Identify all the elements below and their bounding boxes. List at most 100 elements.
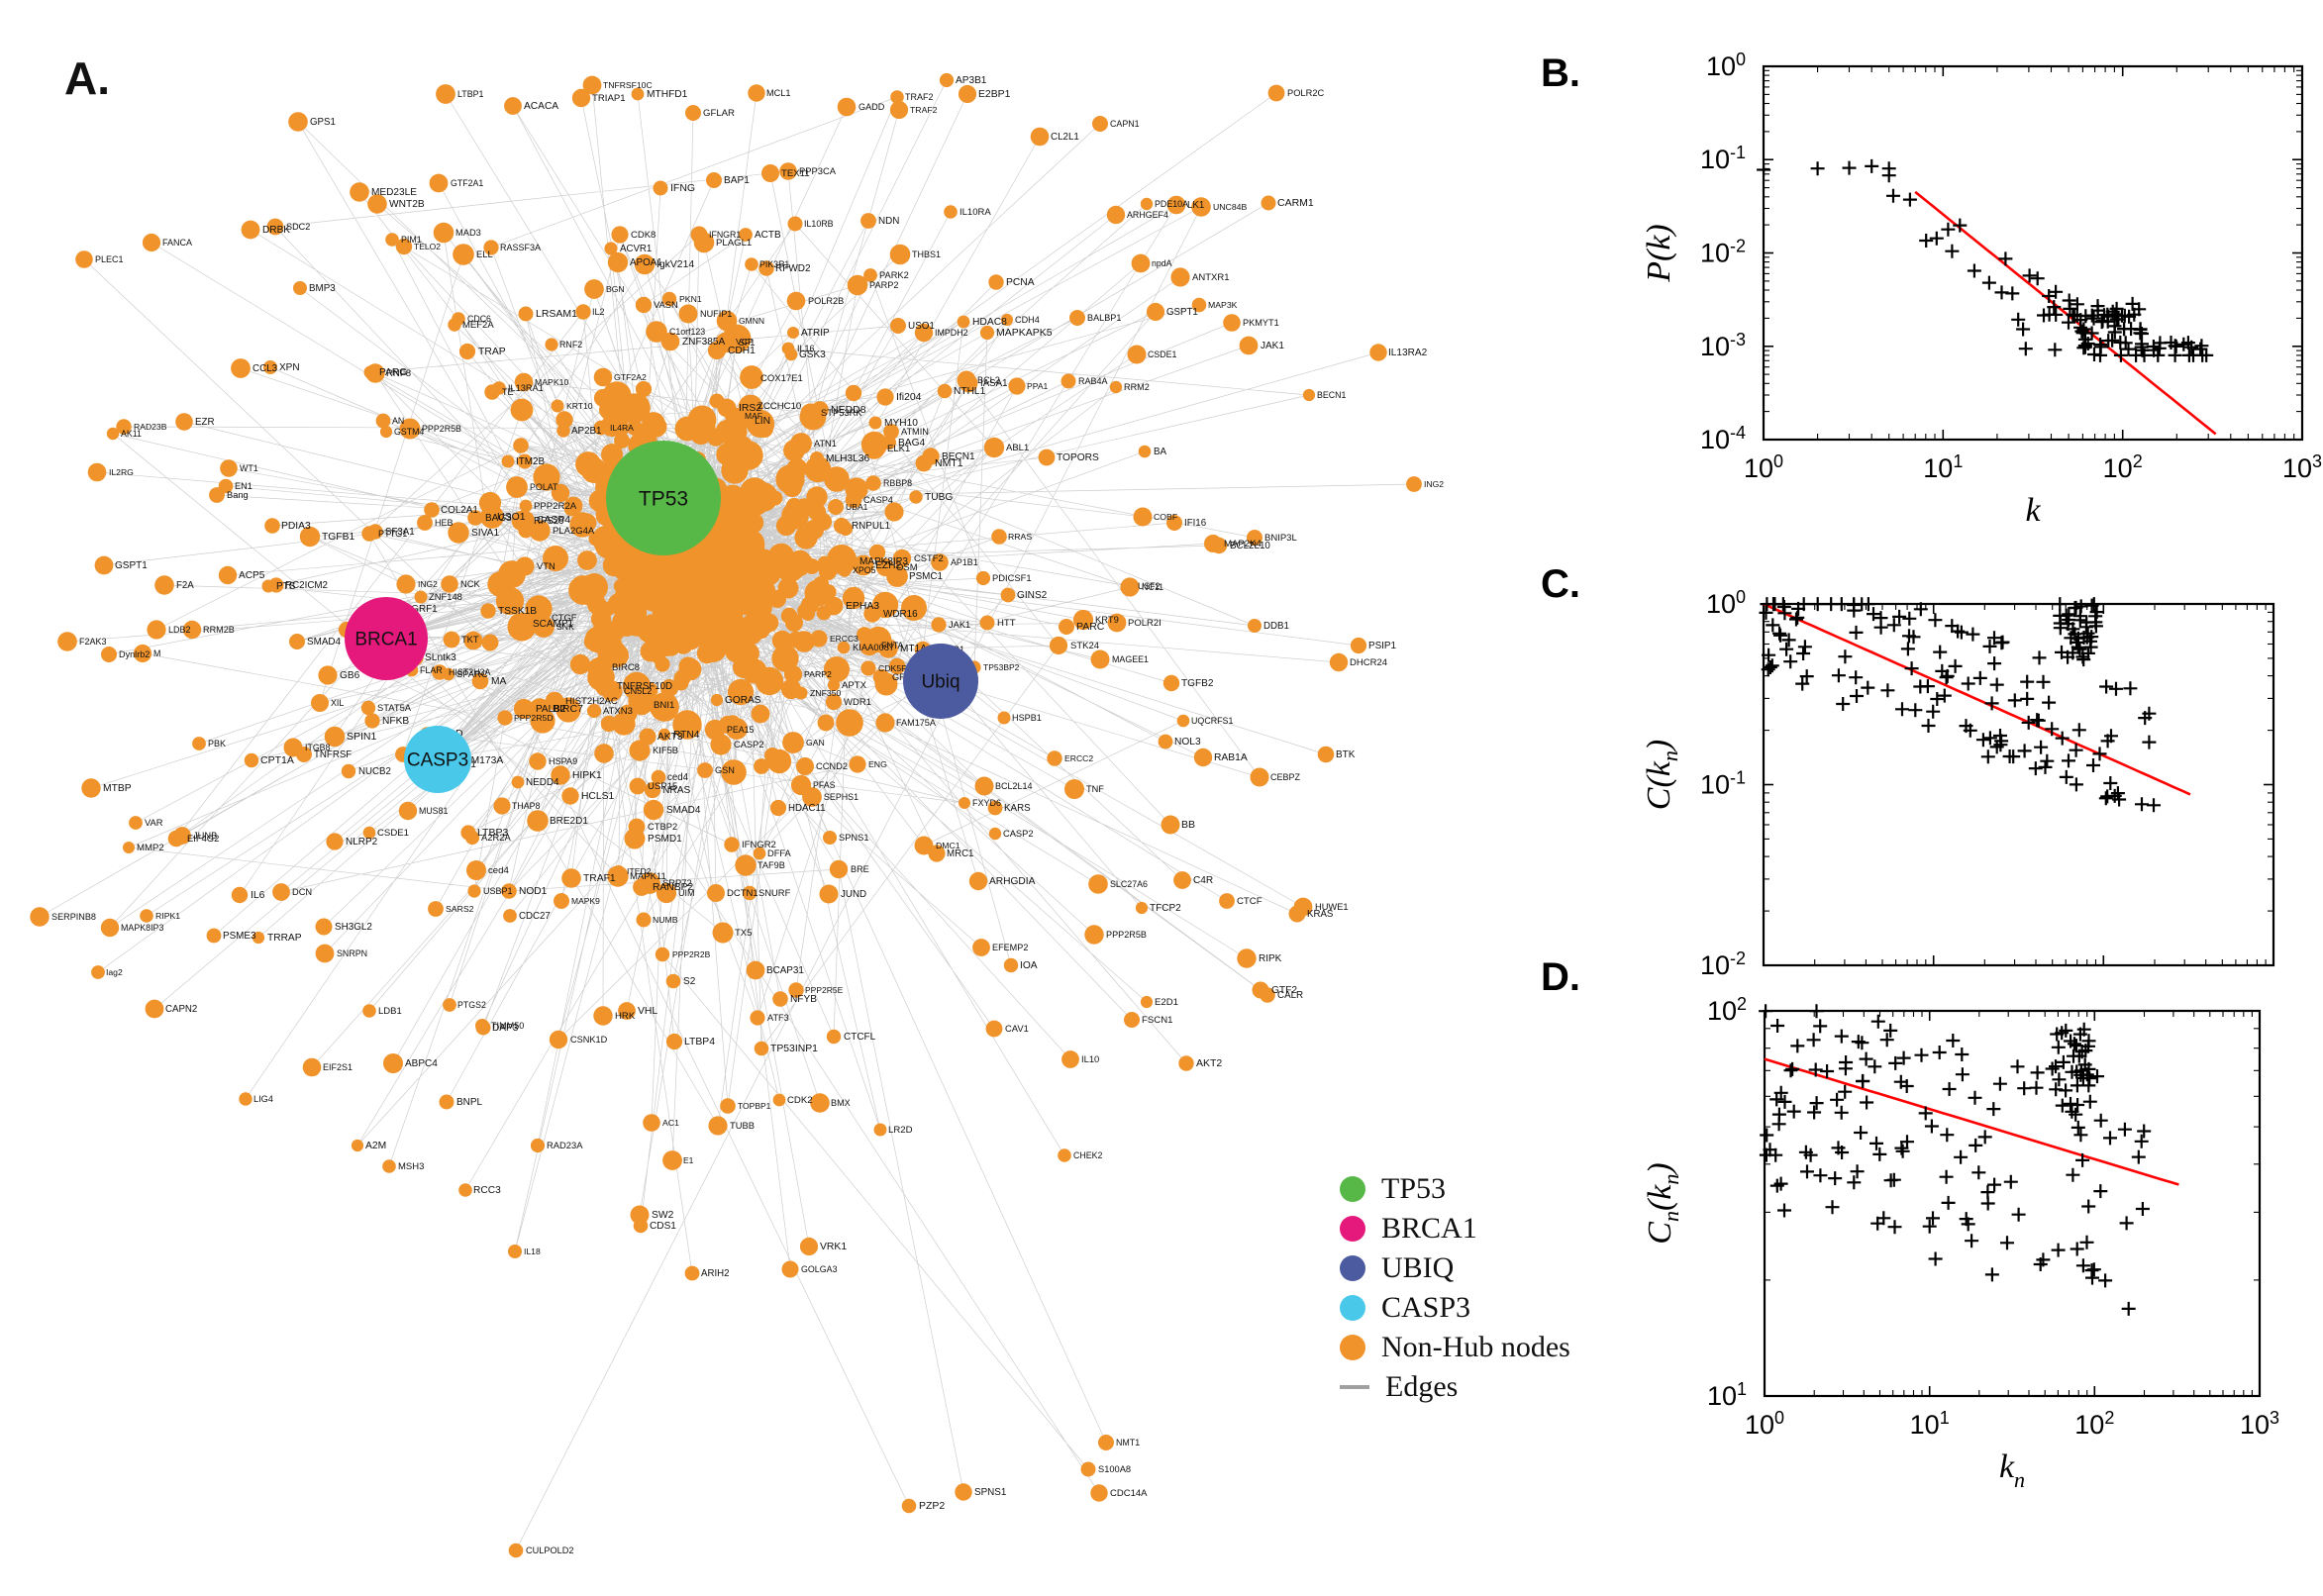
svg-text:EZR: EZR (195, 417, 215, 428)
svg-text:FSCN1: FSCN1 (1142, 1015, 1172, 1026)
svg-text:USF2: USF2 (1138, 581, 1161, 591)
svg-text:VASN: VASN (654, 299, 678, 310)
svg-text:MA: MA (491, 676, 506, 687)
svg-text:PARP2: PARP2 (869, 280, 898, 290)
svg-text:GINS2: GINS2 (1017, 590, 1048, 601)
svg-text:USBP1: USBP1 (483, 886, 513, 896)
svg-text:BNI1: BNI1 (654, 700, 674, 711)
svg-text:BRE: BRE (851, 864, 869, 874)
svg-text:CSDE1: CSDE1 (377, 828, 409, 839)
svg-text:PPP2R2B: PPP2R2B (672, 949, 711, 959)
svg-text:PLA2G4A: PLA2G4A (553, 526, 595, 537)
svg-text:IL18: IL18 (524, 1247, 541, 1256)
svg-text:ABL1: ABL1 (1006, 443, 1029, 453)
svg-text:KRT10: KRT10 (566, 401, 593, 411)
svg-text:JUNB: JUNB (193, 831, 217, 841)
svg-text:NFKB: NFKB (382, 716, 409, 727)
svg-text:PALB2: PALB2 (536, 704, 566, 715)
svg-text:KIAA0087: KIAA0087 (853, 642, 894, 652)
svg-text:GFLAR: GFLAR (703, 108, 735, 119)
svg-text:C.: C. (1541, 562, 1580, 606)
svg-text:RAD23A: RAD23A (547, 1140, 583, 1150)
svg-text:TRAP: TRAP (478, 347, 506, 357)
svg-text:SNRPN: SNRPN (337, 948, 367, 958)
svg-text:TP53BP2: TP53BP2 (983, 662, 1020, 672)
svg-text:LIG4: LIG4 (253, 1094, 273, 1104)
svg-text:USO1: USO1 (497, 511, 526, 523)
svg-text:CTBP2: CTBP2 (648, 821, 677, 832)
svg-text:CALR: CALR (1277, 990, 1303, 1001)
svg-text:RAB1A: RAB1A (1214, 752, 1248, 763)
svg-text:PPA1: PPA1 (1027, 381, 1049, 391)
svg-text:TOPORS: TOPORS (1057, 452, 1099, 463)
svg-text:PARC: PARC (1076, 621, 1105, 633)
svg-text:TKT: TKT (461, 635, 479, 645)
svg-text:MAP3K: MAP3K (1208, 300, 1238, 310)
svg-text:DCN: DCN (292, 887, 312, 897)
svg-text:SPNS1: SPNS1 (839, 833, 869, 843)
svg-text:WDR1: WDR1 (844, 697, 871, 708)
svg-text:ZNF148: ZNF148 (429, 591, 462, 602)
svg-text:NDN: NDN (878, 216, 899, 227)
svg-text:TFCP2: TFCP2 (1150, 903, 1181, 914)
svg-text:PSME3: PSME3 (223, 931, 256, 942)
svg-text:PSIP1: PSIP1 (1368, 641, 1397, 651)
svg-text:EFEMP2: EFEMP2 (992, 943, 1028, 952)
svg-text:HIPK1: HIPK1 (572, 770, 602, 781)
svg-text:HTT: HTT (997, 618, 1016, 629)
svg-text:WNT2B: WNT2B (389, 199, 425, 210)
svg-text:PSMC1: PSMC1 (909, 571, 944, 582)
svg-text:PDE10A: PDE10A (1155, 199, 1188, 209)
svg-text:TNFRSF10C: TNFRSF10C (603, 80, 653, 90)
svg-text:CL2L1: CL2L1 (1051, 132, 1079, 143)
svg-text:ATRIP: ATRIP (801, 328, 830, 339)
svg-text:JUND: JUND (841, 889, 866, 900)
svg-text:ATN1: ATN1 (814, 439, 837, 449)
svg-text:C1orf123: C1orf123 (669, 327, 705, 337)
svg-text:BECN1: BECN1 (1317, 390, 1346, 400)
svg-text:CAPN1: CAPN1 (1110, 119, 1140, 129)
svg-text:EN1: EN1 (235, 481, 252, 491)
svg-text:AP3B1: AP3B1 (956, 75, 987, 86)
svg-text:MYH10: MYH10 (884, 418, 918, 429)
svg-text:A2M: A2M (365, 1141, 386, 1151)
svg-text:BRCA1: BRCA1 (354, 630, 417, 650)
svg-text:BAG4: BAG4 (898, 438, 926, 449)
svg-text:Ifi204: Ifi204 (896, 392, 922, 403)
svg-text:CDC6: CDC6 (467, 314, 491, 324)
svg-text:TAF9B: TAF9B (758, 860, 785, 870)
svg-text:HCLS1: HCLS1 (581, 791, 614, 802)
svg-text:AP2B1: AP2B1 (571, 426, 602, 437)
svg-text:ANTXR1: ANTXR1 (1192, 272, 1229, 283)
svg-text:SH3GL2: SH3GL2 (335, 922, 372, 933)
svg-text:AK11: AK11 (121, 429, 142, 439)
svg-text:BNIP3L: BNIP3L (1264, 533, 1297, 544)
svg-text:C(kn): C(kn) (1641, 740, 1682, 810)
svg-text:D.: D. (1541, 955, 1580, 999)
svg-text:RASSF3A: RASSF3A (500, 243, 541, 252)
svg-text:SMAD4: SMAD4 (307, 637, 342, 648)
svg-text:E2D1: E2D1 (1155, 997, 1178, 1008)
svg-text:MAD3: MAD3 (455, 228, 481, 238)
svg-text:CN5L2: CN5L2 (624, 686, 652, 696)
svg-text:POLAT: POLAT (530, 482, 558, 492)
svg-text:GADD: GADD (858, 102, 885, 112)
svg-text:IMPDH2: IMPDH2 (935, 328, 968, 338)
svg-text:PSMD1: PSMD1 (648, 834, 682, 845)
svg-text:JAK1: JAK1 (1261, 341, 1284, 351)
svg-text:DCTN1: DCTN1 (727, 888, 758, 899)
svg-text:TP53: TP53 (639, 487, 688, 510)
svg-text:CPT1A: CPT1A (260, 754, 294, 766)
svg-text:USP15: USP15 (648, 781, 677, 792)
svg-text:ZCCHC10: ZCCHC10 (758, 401, 801, 412)
svg-text:IgkV214: IgkV214 (656, 259, 694, 270)
svg-text:VRK1: VRK1 (820, 1242, 847, 1252)
svg-text:RRM2B: RRM2B (203, 625, 235, 635)
svg-text:BB: BB (1181, 819, 1195, 831)
svg-text:POLR2C: POLR2C (1287, 88, 1324, 98)
svg-text:Iag2: Iag2 (106, 967, 123, 977)
svg-text:ABPC4: ABPC4 (405, 1058, 438, 1069)
svg-text:LTBP1: LTBP1 (457, 89, 484, 99)
svg-text:PKN1: PKN1 (679, 294, 702, 304)
svg-text:CTCFL: CTCFL (844, 1032, 876, 1043)
